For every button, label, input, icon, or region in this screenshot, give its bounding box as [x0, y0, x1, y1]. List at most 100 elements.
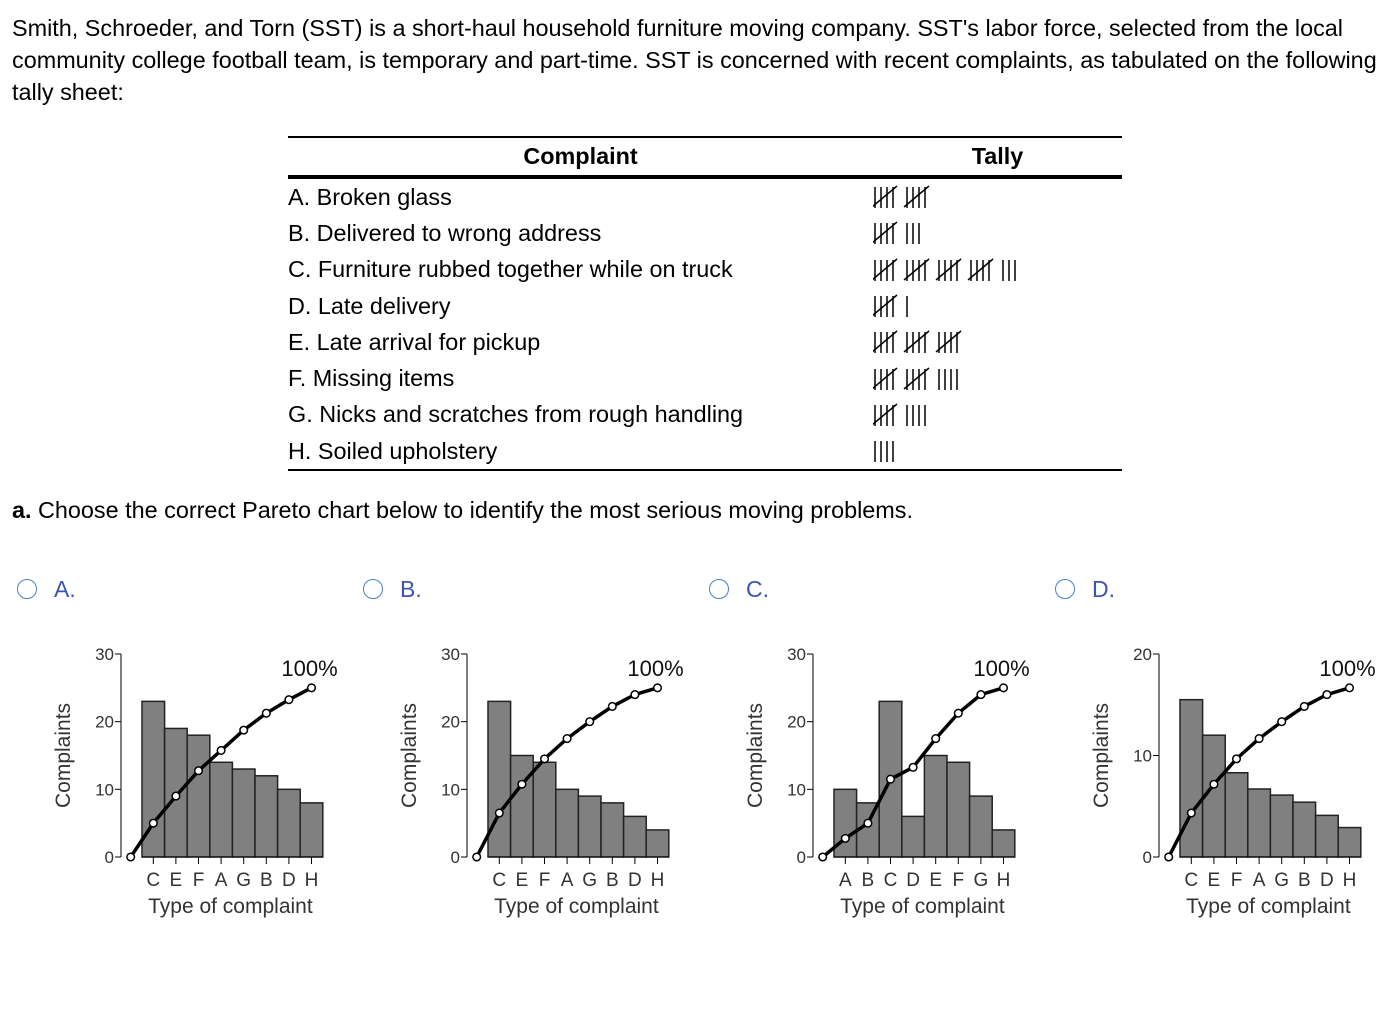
option[interactable]: C. 0 10 20 30 Complaints A B C D E F G H Type of compl…: [692, 570, 1038, 930]
y-tick-label: 30: [95, 645, 114, 664]
pareto-chart: 0 10 20 30 Complaints A B C D E F G H Type of complai…: [744, 645, 1030, 918]
cumulative-point: [239, 725, 249, 735]
x-tick-label: F: [1231, 870, 1243, 891]
bar: [555, 788, 580, 858]
pareto-chart: 0 10 20 30 Complaints C E F A G B D H Type of complai…: [52, 645, 338, 918]
x-tick-label: E: [170, 870, 183, 891]
question: a. Choose the correct Pareto chart below…: [12, 497, 913, 524]
x-axis-label: Type of complaint: [840, 895, 1005, 918]
y-tick-label: 30: [441, 645, 460, 664]
x-tick-label: G: [974, 870, 989, 891]
complaint: E. Late arrival for pickup: [288, 328, 541, 355]
cumulative-point: [126, 852, 136, 862]
x-tick-label: A: [839, 870, 852, 891]
cumulative-point: [306, 683, 317, 693]
bar: [1292, 801, 1317, 858]
bar: [509, 754, 534, 858]
x-tick-label: E: [1208, 870, 1221, 891]
tally: [873, 294, 908, 318]
cumulative-end-label: 100%: [281, 656, 337, 681]
y-tick-label: 10: [787, 780, 806, 799]
y-tick-label: 0: [451, 848, 460, 867]
y-tick-label: 20: [441, 713, 460, 732]
tally-strike: [873, 221, 898, 244]
complaint: A. Broken glass: [288, 183, 452, 210]
option[interactable]: A. 0 10 20 30 Complaints C E F A G B D H Type of compl…: [0, 570, 346, 930]
cumulative-point: [1164, 852, 1174, 862]
complaint: F. Missing items: [288, 365, 455, 392]
question-text: Choose the correct Pareto chart below to…: [38, 497, 913, 523]
bar: [577, 795, 602, 858]
x-tick-label: A: [561, 870, 574, 891]
tally: [873, 330, 962, 354]
complaint: H. Soiled upholstery: [288, 433, 873, 472]
x-tick-label: G: [236, 870, 251, 891]
x-axis-label: Type of complaint: [494, 895, 659, 918]
table-row: F. Missing items: [288, 360, 1122, 396]
x-tick-label: D: [906, 870, 920, 891]
cumulative-point: [472, 852, 482, 862]
complaint: G. Nicks and scratches from rough handli…: [288, 401, 744, 428]
cumulative-point: [585, 717, 595, 727]
radio-button[interactable]: [1055, 579, 1075, 599]
tally: [873, 221, 920, 245]
bar: [532, 761, 557, 858]
cumulative-point: [976, 690, 986, 700]
x-tick-label: F: [952, 870, 964, 891]
cumulative-point: [1299, 701, 1309, 711]
y-axis-label: Complaints: [1090, 703, 1113, 808]
radio-button[interactable]: [709, 579, 729, 599]
x-tick-label: H: [651, 870, 665, 891]
table-row: A. Broken glass: [288, 177, 1122, 215]
bar: [901, 815, 926, 858]
table-row: D. Late delivery: [288, 288, 1122, 324]
cumulative-point: [1186, 808, 1196, 818]
x-tick-label: H: [1343, 870, 1357, 891]
cumulative-point: [494, 808, 504, 818]
x-axis-label: Type of complaint: [148, 895, 313, 918]
question-label: a.: [12, 497, 32, 523]
cumulative-point: [193, 766, 204, 776]
bar: [186, 734, 211, 858]
complaint: D. Late delivery: [288, 292, 451, 319]
y-tick-label: 20: [95, 713, 114, 732]
cumulative-point: [539, 754, 550, 764]
option[interactable]: D. 0 10 20 Complaints C E F A G B D H Type of complai…: [1038, 570, 1384, 930]
table-row: C. Furniture rubbed together while on tr…: [288, 252, 1122, 288]
y-tick-label: 0: [797, 848, 806, 867]
x-tick-label: B: [862, 870, 875, 891]
bar: [231, 768, 256, 858]
x-tick-label: B: [606, 870, 619, 891]
cumulative-point: [630, 690, 640, 700]
tally-cell: [873, 433, 1122, 472]
y-tick-label: 20: [787, 713, 806, 732]
cumulative-end-label: 100%: [1319, 656, 1375, 681]
tally: [873, 258, 1016, 281]
x-tick-label: A: [215, 870, 228, 891]
bar: [276, 788, 301, 858]
bar: [600, 802, 625, 858]
option-letter: C.: [746, 576, 769, 602]
table-row: B. Delivered to wrong address: [288, 215, 1122, 251]
cumulative-point: [1254, 734, 1264, 744]
y-tick-label: 0: [1143, 848, 1152, 867]
bar: [923, 754, 948, 858]
tally: [874, 441, 894, 463]
complaint: B. Delivered to wrong address: [288, 219, 602, 246]
bar: [645, 829, 670, 858]
cumulative-point: [148, 818, 158, 828]
tally: [873, 367, 958, 390]
tally: [873, 185, 930, 209]
tally-cell: [873, 397, 1122, 433]
complaint: C. Furniture rubbed together while on tr…: [288, 256, 733, 283]
bar: [622, 815, 647, 858]
cumulative-point: [1231, 754, 1242, 764]
x-axis-label: Type of complaint: [1186, 895, 1351, 918]
tally-cell: [873, 288, 1122, 324]
cumulative-end-label: 100%: [973, 656, 1029, 681]
tally-strike: [903, 185, 930, 208]
radio-button[interactable]: [17, 579, 37, 599]
radio-button[interactable]: [363, 579, 383, 599]
tally-cell: [873, 324, 1122, 360]
option[interactable]: B. 0 10 20 30 Complaints C E F A G B D H Type of compl…: [346, 570, 692, 930]
